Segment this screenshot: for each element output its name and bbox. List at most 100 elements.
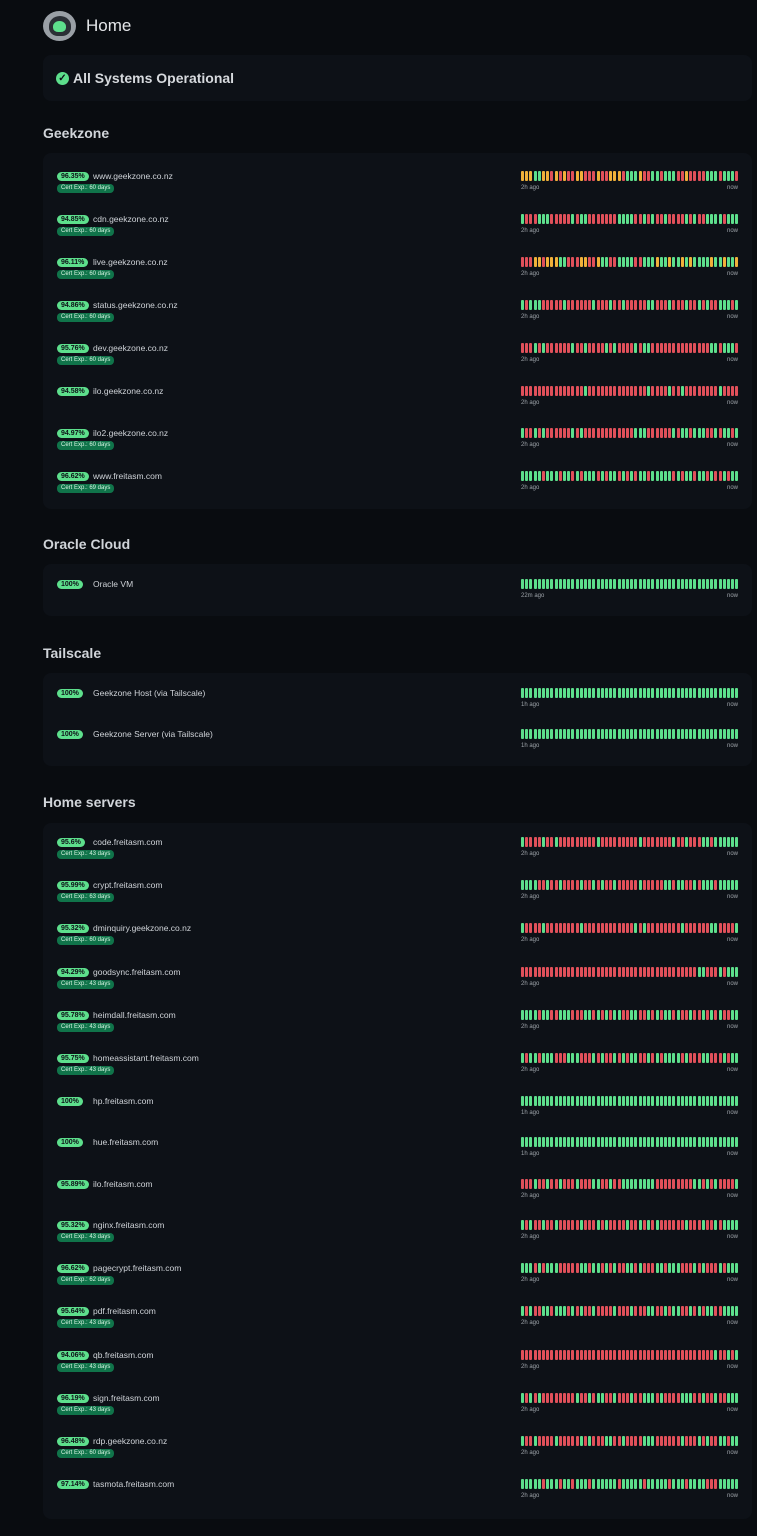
heartbeat-beat[interactable] <box>672 1306 676 1316</box>
heartbeat-beat[interactable] <box>714 1263 718 1273</box>
heartbeat-beat[interactable] <box>693 729 697 739</box>
heartbeat-beat[interactable] <box>542 343 546 353</box>
heartbeat-beat[interactable] <box>596 880 600 890</box>
heartbeat-beat[interactable] <box>684 837 688 847</box>
heartbeat-beat[interactable] <box>567 171 571 181</box>
heartbeat-beat[interactable] <box>605 171 609 181</box>
heartbeat-beat[interactable] <box>726 688 730 698</box>
heartbeat-beat[interactable] <box>546 1479 550 1489</box>
heartbeat-beat[interactable] <box>626 1137 630 1147</box>
heartbeat-beat[interactable] <box>533 1096 537 1106</box>
heartbeat-beat[interactable] <box>537 257 541 267</box>
heartbeat-beat[interactable] <box>634 1436 638 1446</box>
heartbeat-beat[interactable] <box>600 1350 604 1360</box>
heartbeat-beat[interactable] <box>722 1263 726 1273</box>
heartbeat-beat[interactable] <box>554 1306 558 1316</box>
heartbeat-beat[interactable] <box>546 1350 550 1360</box>
heartbeat-beat[interactable] <box>558 257 562 267</box>
heartbeat-beat[interactable] <box>554 300 558 310</box>
heartbeat-beat[interactable] <box>655 923 659 933</box>
heartbeat-beat[interactable] <box>546 257 550 267</box>
heartbeat-beat[interactable] <box>651 300 655 310</box>
heartbeat-beat[interactable] <box>651 1096 655 1106</box>
heartbeat-beat[interactable] <box>550 967 554 977</box>
heartbeat-beat[interactable] <box>617 1137 621 1147</box>
heartbeat-beat[interactable] <box>634 1053 638 1063</box>
heartbeat-beat[interactable] <box>680 579 684 589</box>
heartbeat-beat[interactable] <box>668 386 672 396</box>
heartbeat-beat[interactable] <box>575 967 579 977</box>
heartbeat-beat[interactable] <box>668 471 672 481</box>
heartbeat-beat[interactable] <box>642 386 646 396</box>
heartbeat-beat[interactable] <box>525 386 529 396</box>
heartbeat-beat[interactable] <box>563 1179 567 1189</box>
heartbeat-beat[interactable] <box>621 1436 625 1446</box>
heartbeat-beat[interactable] <box>634 1263 638 1273</box>
heartbeat-beat[interactable] <box>722 386 726 396</box>
heartbeat-beat[interactable] <box>588 579 592 589</box>
heartbeat-beat[interactable] <box>579 1479 583 1489</box>
monitor-row[interactable]: 96.19% sign.freitasm.com Cert Exp.: 43 day… <box>43 1393 752 1434</box>
heartbeat-beat[interactable] <box>626 688 630 698</box>
heartbeat-beat[interactable] <box>676 171 680 181</box>
heartbeat-beat[interactable] <box>701 1350 705 1360</box>
heartbeat-beat[interactable] <box>613 1393 617 1403</box>
heartbeat-beat[interactable] <box>521 471 524 481</box>
heartbeat-beat[interactable] <box>596 1306 600 1316</box>
heartbeat-beat[interactable] <box>714 688 718 698</box>
heartbeat-beat[interactable] <box>651 171 655 181</box>
monitor-row[interactable]: 100% Oracle VM 22m ago now <box>43 579 752 620</box>
heartbeat-beat[interactable] <box>701 837 705 847</box>
heartbeat-beat[interactable] <box>558 967 562 977</box>
heartbeat-beat[interactable] <box>592 214 596 224</box>
heartbeat-beat[interactable] <box>613 300 617 310</box>
heartbeat-beat[interactable] <box>596 967 600 977</box>
heartbeat-beat[interactable] <box>714 214 718 224</box>
heartbeat-beat[interactable] <box>554 386 558 396</box>
heartbeat-beat[interactable] <box>605 837 609 847</box>
heartbeat-beat[interactable] <box>735 386 739 396</box>
heartbeat-beat[interactable] <box>655 1096 659 1106</box>
heartbeat-beat[interactable] <box>558 1393 562 1403</box>
heartbeat-beat[interactable] <box>672 837 676 847</box>
heartbeat-beat[interactable] <box>638 923 642 933</box>
heartbeat-beat[interactable] <box>563 1306 567 1316</box>
heartbeat-beat[interactable] <box>689 1306 693 1316</box>
monitor-row[interactable]: 97.14% tasmota.freitasm.com 2h ago now <box>43 1479 752 1520</box>
heartbeat-beat[interactable] <box>626 923 630 933</box>
heartbeat-beat[interactable] <box>621 1393 625 1403</box>
heartbeat-beat[interactable] <box>676 880 680 890</box>
heartbeat-beat[interactable] <box>600 967 604 977</box>
heartbeat-beat[interactable] <box>584 1010 588 1020</box>
heartbeat-beat[interactable] <box>634 1096 638 1106</box>
heartbeat-beat[interactable] <box>571 1096 575 1106</box>
heartbeat-beat[interactable] <box>680 1436 684 1446</box>
heartbeat-beat[interactable] <box>693 343 697 353</box>
heartbeat-beat[interactable] <box>550 1220 554 1230</box>
heartbeat-beat[interactable] <box>579 471 583 481</box>
heartbeat-beat[interactable] <box>588 1137 592 1147</box>
heartbeat-beat[interactable] <box>651 428 655 438</box>
heartbeat-beat[interactable] <box>579 579 583 589</box>
heartbeat-beat[interactable] <box>550 729 554 739</box>
heartbeat-beat[interactable] <box>718 1096 722 1106</box>
heartbeat-beat[interactable] <box>546 967 550 977</box>
heartbeat-beat[interactable] <box>563 1137 567 1147</box>
heartbeat-beat[interactable] <box>554 214 558 224</box>
heartbeat-beat[interactable] <box>714 343 718 353</box>
heartbeat-beat[interactable] <box>621 257 625 267</box>
heartbeat-beat[interactable] <box>663 343 667 353</box>
heartbeat-beat[interactable] <box>705 214 709 224</box>
heartbeat-beat[interactable] <box>525 428 529 438</box>
heartbeat-beat[interactable] <box>546 1010 550 1020</box>
heartbeat-beat[interactable] <box>600 1096 604 1106</box>
heartbeat-beat[interactable] <box>567 1393 571 1403</box>
heartbeat-beat[interactable] <box>613 1137 617 1147</box>
heartbeat-beat[interactable] <box>554 1350 558 1360</box>
heartbeat-beat[interactable] <box>575 428 579 438</box>
heartbeat-beat[interactable] <box>693 1010 697 1020</box>
heartbeat-beat[interactable] <box>567 1010 571 1020</box>
heartbeat-beat[interactable] <box>655 171 659 181</box>
heartbeat-beat[interactable] <box>605 428 609 438</box>
heartbeat-beat[interactable] <box>676 579 680 589</box>
